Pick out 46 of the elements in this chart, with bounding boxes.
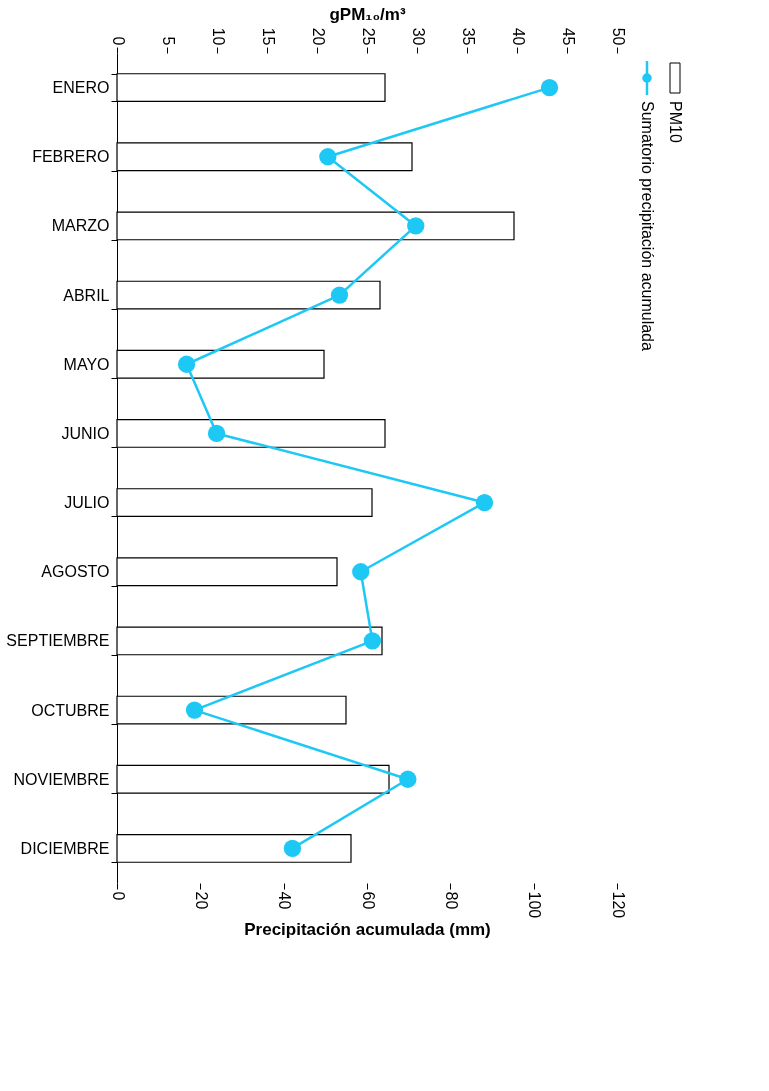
x2-tick-label: 15 xyxy=(259,27,277,46)
y-tick-label: JUNIO xyxy=(61,424,110,442)
x-tick-label: 60 xyxy=(359,891,377,910)
x2-axis-title: gPM₁₀/m³ xyxy=(329,4,406,24)
y-tick-label: DICIEMBRE xyxy=(20,839,110,857)
y-tick-label: NOVIEMBRE xyxy=(13,770,110,788)
point xyxy=(407,217,425,235)
x2-tick-label: 10 xyxy=(209,27,227,46)
y-tick-label: OCTUBRE xyxy=(31,701,110,719)
point xyxy=(319,148,337,166)
y-tick-label: FEBRERO xyxy=(32,148,110,166)
y-tick-label: AGOSTO xyxy=(41,563,110,581)
x-axis-title: Precipitación acumulada (mm) xyxy=(244,920,491,940)
x2-tick-label: 0 xyxy=(109,36,127,46)
point xyxy=(177,355,196,373)
x-tick-label: 20 xyxy=(192,891,210,910)
y-tick-label: MAYO xyxy=(63,355,110,373)
point xyxy=(207,424,226,443)
point xyxy=(283,839,302,858)
y-tick-label: ENERO xyxy=(52,79,110,97)
legend-label: PM10 xyxy=(667,101,684,143)
point xyxy=(185,701,204,719)
legend-label: Sumatorio precipitación acumulada xyxy=(639,101,656,352)
x-tick-label: 0 xyxy=(109,891,127,901)
point xyxy=(540,78,559,97)
point xyxy=(399,770,417,788)
y-tick-label: JULIO xyxy=(64,494,110,512)
y-tick-label: SEPTIEMBRE xyxy=(6,632,110,650)
x-tick-label: 80 xyxy=(442,891,460,910)
y-tick-label: MARZO xyxy=(51,217,110,235)
point xyxy=(363,632,382,650)
x2-tick-label: 25 xyxy=(359,27,377,46)
x2-tick-label: 45 xyxy=(559,27,577,46)
x2-tick-label: 5 xyxy=(159,36,177,46)
point xyxy=(330,286,349,304)
x2-tick-label: 50 xyxy=(609,27,627,46)
y-tick-label: ABRIL xyxy=(63,286,110,304)
x-tick-label: 120 xyxy=(609,891,627,919)
x2-tick-label: 35 xyxy=(459,27,477,46)
point xyxy=(352,563,370,581)
x-tick-label: 100 xyxy=(526,891,544,919)
x2-tick-label: 30 xyxy=(409,27,427,46)
x2-tick-label: 20 xyxy=(309,27,327,46)
x-tick-label: 40 xyxy=(276,891,294,910)
x2-tick-label: 40 xyxy=(509,27,527,46)
point xyxy=(475,493,494,512)
